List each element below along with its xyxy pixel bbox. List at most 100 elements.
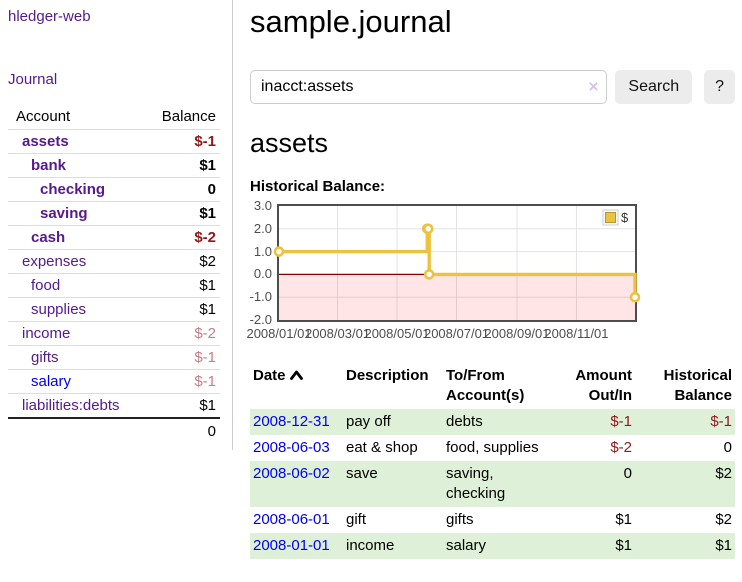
search-input[interactable] (250, 70, 608, 104)
transaction-description: pay off (346, 413, 391, 430)
transaction-accounts: salary (446, 537, 487, 554)
nav-journal-link[interactable]: Journal (8, 71, 58, 88)
account-cell: liabilities:debts (8, 393, 142, 418)
accounts-total-value: 0 (141, 417, 220, 444)
y-axis-tick-label: 0.0 (253, 266, 272, 282)
account-cell: saving (8, 201, 142, 226)
account-link[interactable]: saving (40, 205, 88, 222)
account-balance: $-1 (141, 369, 220, 394)
account-balance: $-2 (141, 225, 220, 250)
register-row: 2008-12-31 pay off debts $-1 $-1 (250, 409, 735, 435)
account-row: salary $-1 (8, 369, 220, 394)
help-button[interactable]: ? (704, 70, 735, 104)
legend-label: $ (621, 210, 629, 225)
x-axis-tick-label: 2008/11/01 (544, 326, 609, 341)
account-row: saving $1 (8, 201, 220, 226)
search-button[interactable]: Search (615, 70, 693, 104)
account-row: expenses $2 (8, 249, 220, 274)
transaction-date-cell: 2008-01-01 (250, 533, 343, 559)
col-header-date[interactable]: Date (250, 363, 343, 409)
account-row: bank $1 (8, 153, 220, 178)
account-row: food $1 (8, 273, 220, 298)
transaction-date-cell: 2008-12-31 (250, 409, 343, 435)
transaction-description: income (346, 537, 395, 554)
register-row: 2008-06-01 gift gifts $1 $2 (250, 507, 735, 533)
account-row: income $-2 (8, 321, 220, 346)
account-link[interactable]: gifts (31, 349, 59, 366)
account-link[interactable]: cash (31, 229, 66, 246)
account-cell: gifts (8, 345, 142, 370)
transaction-date-link[interactable]: 2008-06-01 (253, 511, 330, 528)
y-axis-tick-label: 2.0 (253, 220, 272, 236)
account-balance: $2 (141, 249, 220, 274)
register-row: 2008-06-03 eat & shop food, supplies $-2 0 (250, 435, 735, 461)
transaction-accounts: saving, checking (446, 465, 506, 502)
transaction-amount: $1 (615, 511, 632, 528)
account-link[interactable]: expenses (22, 253, 87, 270)
transaction-description: eat & shop (346, 439, 418, 456)
transaction-description: save (346, 465, 378, 482)
transaction-date-link[interactable]: 2008-01-01 (253, 537, 330, 554)
transaction-amount: $-2 (610, 439, 632, 456)
account-cell: expenses (8, 249, 142, 274)
chart-plot-area[interactable]: $ (273, 204, 641, 322)
accounts-header-account: Account (16, 108, 71, 125)
account-balance: $-2 (141, 321, 220, 346)
account-link[interactable]: assets (22, 133, 69, 150)
account-row: cash $-2 (8, 225, 220, 250)
account-link[interactable]: food (31, 277, 61, 294)
account-balance: $1 (141, 393, 220, 418)
col-header-balance[interactable]: Historical Balance (663, 367, 732, 404)
account-cell: checking (8, 177, 142, 202)
account-cell: food (8, 273, 142, 298)
sidebar: hledger-web Journal Account Balance asse… (0, 0, 233, 450)
account-cell: bank (8, 153, 142, 178)
x-axis-tick-label: 2008/07/01 (423, 326, 490, 341)
col-header-accounts[interactable]: To/From Account(s) (446, 367, 525, 404)
data-point-marker[interactable] (423, 269, 435, 280)
account-row: gifts $-1 (8, 345, 220, 370)
search-input-wrap: × (250, 70, 608, 104)
col-header-amount[interactable]: Amount Out/In (575, 367, 632, 404)
transaction-date-link[interactable]: 2008-06-02 (253, 465, 330, 482)
page-title: sample.journal (250, 4, 452, 39)
register-header-row: Date Description To/From Account(s) Amou… (250, 363, 735, 409)
transaction-balance: $1 (715, 537, 732, 554)
account-balance: $1 (141, 153, 220, 178)
transaction-date-cell: 2008-06-02 (250, 461, 343, 507)
col-header-date-label: Date (253, 367, 286, 384)
account-link[interactable]: checking (40, 181, 106, 198)
account-row: supplies $1 (8, 297, 220, 322)
account-link[interactable]: bank (31, 157, 67, 174)
data-point-marker[interactable] (273, 246, 285, 257)
chart-title: Historical Balance: (250, 178, 386, 195)
brand-link[interactable]: hledger-web (8, 8, 91, 25)
col-header-description[interactable]: Description (346, 367, 429, 384)
account-cell: assets (8, 129, 142, 154)
data-point-marker[interactable] (422, 223, 434, 235)
accounts-header-balance: Balance (161, 108, 216, 125)
balance-chart[interactable]: 3.0 2.0 1.0 0.0 -1.0 -2.0 2008/01/01 2008/03/01… (240, 198, 735, 346)
transaction-balance: $-1 (710, 413, 732, 430)
account-balance: $-1 (141, 345, 220, 370)
account-cell: income (8, 321, 142, 346)
transaction-date-link[interactable]: 2008-06-03 (253, 439, 330, 456)
transaction-amount: $-1 (610, 413, 632, 430)
account-balance: $1 (141, 273, 220, 298)
clear-search-icon[interactable]: × (588, 77, 599, 96)
main-content: sample.journal × Search ? assets Histori… (246, 0, 735, 559)
account-link[interactable]: salary (31, 373, 72, 390)
account-cell: cash (8, 225, 142, 250)
transaction-date-link[interactable]: 2008-12-31 (253, 413, 330, 430)
transaction-amount: $1 (615, 537, 632, 554)
account-link[interactable]: liabilities:debts (22, 397, 120, 414)
account-row: checking 0 (8, 177, 220, 202)
data-point-marker[interactable] (629, 291, 641, 303)
transaction-accounts: debts (446, 413, 483, 430)
account-link[interactable]: income (22, 325, 71, 342)
y-axis-tick-label: -2.0 (249, 312, 272, 327)
transaction-description: gift (346, 511, 367, 528)
account-link[interactable]: supplies (31, 301, 87, 318)
transaction-accounts: food, supplies (446, 439, 539, 456)
register-row: 2008-01-01 income salary $1 $1 (250, 533, 735, 559)
